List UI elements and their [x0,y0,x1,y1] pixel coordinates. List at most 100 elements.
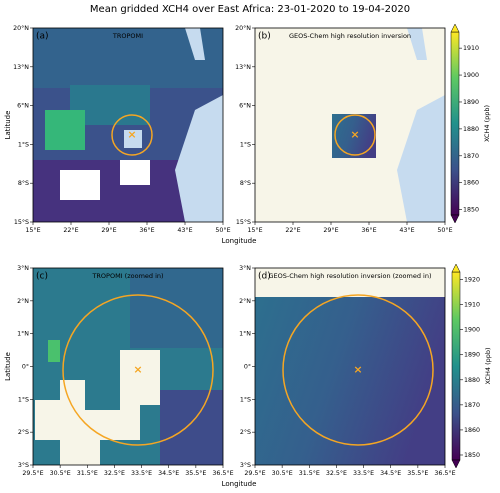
x-tick-label: 50°E [215,226,230,234]
colorbar-tick-label: 1880 [464,377,480,384]
svg-text:×: × [350,128,359,141]
x-tick-label: 43°E [399,226,414,234]
y-tick-label: 6°N [239,102,251,110]
colorbar-tick-label: 1900 [464,327,480,334]
colorbar-tick-label: 1890 [464,352,480,359]
x-tick-label: 29.5°E [22,469,43,477]
colorbar [451,271,461,461]
y-tick-label: 0° [22,363,29,371]
colorbar-tick-label: 1910 [464,302,480,309]
y-tick-label: 13°N [235,63,251,71]
x-tick-label: 36°E [139,226,154,234]
x-axis-label: Longitude [222,237,257,245]
x-tick-label: 29°E [101,226,116,234]
map-b: × [255,28,445,222]
y-axis-label: Latitude [4,352,12,381]
x-tick-label: 30.5°E [272,469,293,477]
y-tick-label: 2°N [239,297,251,305]
colorbar-tick-label: 1850 [464,452,480,459]
colorbar-tick-label: 1920 [464,277,480,284]
panel-label: (c) [36,272,48,282]
x-tick-label: 36.5°E [212,469,233,477]
colorbar-extend [451,459,461,469]
map-c: × [33,268,223,465]
y-tick-label: 3°N [17,264,29,272]
y-tick-label: 1°S [240,395,251,403]
y-tick-label: 3°S [240,461,251,469]
y-tick-label: 6°N [17,102,29,110]
y-tick-label: 8°S [240,179,251,187]
colorbar-tick-label: 1850 [463,207,479,214]
panel-subtitle: GEOS-Chem high resolution inversion [289,32,411,40]
map-a: × [33,28,223,222]
y-tick-label: 2°S [240,428,251,436]
y-tick-label: 13°N [13,63,29,71]
x-tick-label: 22°E [285,226,300,234]
y-tick-label: 2°S [18,428,29,436]
colorbar-label: XCH4 (ppb) [483,105,491,142]
panel-subtitle: TROPOMI [112,32,143,40]
x-tick-label: 34.5°E [158,469,179,477]
panel-label: (a) [36,32,49,42]
x-tick-label: 30.5°E [50,469,71,477]
map-frame [32,27,224,223]
colorbar-tick-label: 1870 [464,402,480,409]
y-tick-label: 15°S [236,218,251,226]
svg-text:×: × [127,128,136,141]
y-axis-label: Latitude [4,111,12,140]
y-tick-label: 20°N [235,24,251,32]
x-tick-label: 15°E [25,226,40,234]
y-tick-label: 20°N [13,24,29,32]
title: Mean gridded XCH4 over East Africa: 23-0… [90,4,410,15]
x-tick-label: 32.5°E [104,469,125,477]
colorbar-tick-label: 1910 [463,45,479,52]
colorbar-tick-label: 1860 [464,427,480,434]
y-tick-label: 1°N [239,330,251,338]
panel-label: (b) [258,32,271,42]
x-tick-label: 33.5°E [131,469,152,477]
colorbar-tick-label: 1880 [463,126,479,133]
svg-text:×: × [353,363,362,376]
x-tick-label: 31.5°E [299,469,320,477]
y-tick-label: 2°N [17,297,29,305]
colorbar-tick-label: 1900 [463,72,479,79]
x-tick-label: 35.5°E [185,469,206,477]
x-tick-label: 35.5°E [407,469,428,477]
colorbar [450,31,460,216]
y-tick-label: 1°S [18,395,29,403]
colorbar-tick-label: 1870 [463,153,479,160]
map-frame [254,27,446,223]
x-tick-label: 33.5°E [353,469,374,477]
panel-label: (d) [258,272,271,282]
y-tick-label: 0° [244,363,251,371]
x-tick-label: 22°E [63,226,78,234]
y-tick-label: 3°N [239,264,251,272]
y-tick-label: 8°S [18,179,29,187]
colorbar-label: XCH4 (ppb) [484,347,492,384]
x-tick-label: 32.5°E [326,469,347,477]
colorbar-extend [450,214,460,224]
x-tick-label: 43°E [177,226,192,234]
panel-subtitle: GEOS-Chem high resolution inversion (zoo… [268,272,431,280]
x-tick-label: 34.5°E [380,469,401,477]
x-axis-label: Longitude [222,480,257,488]
panel-subtitle: TROPOMI (zoomed in) [91,272,163,280]
map-d: × [255,268,445,465]
x-tick-label: 31.5°E [77,469,98,477]
colorbar-tick-label: 1860 [463,180,479,187]
colorbar-tick-label: 1890 [463,99,479,106]
svg-text:×: × [133,363,142,376]
x-tick-label: 29.5°E [244,469,265,477]
y-tick-label: 1°N [17,330,29,338]
colorbar-extend [451,263,461,273]
y-tick-label: 3°S [18,461,29,469]
x-tick-label: 36.5°E [434,469,455,477]
x-tick-label: 29°E [323,226,338,234]
x-tick-label: 50°E [437,226,452,234]
y-tick-label: 1°S [240,140,251,148]
y-tick-label: 15°S [14,218,29,226]
colorbar-extend [450,23,460,33]
x-tick-label: 36°E [361,226,376,234]
y-tick-label: 1°S [18,140,29,148]
